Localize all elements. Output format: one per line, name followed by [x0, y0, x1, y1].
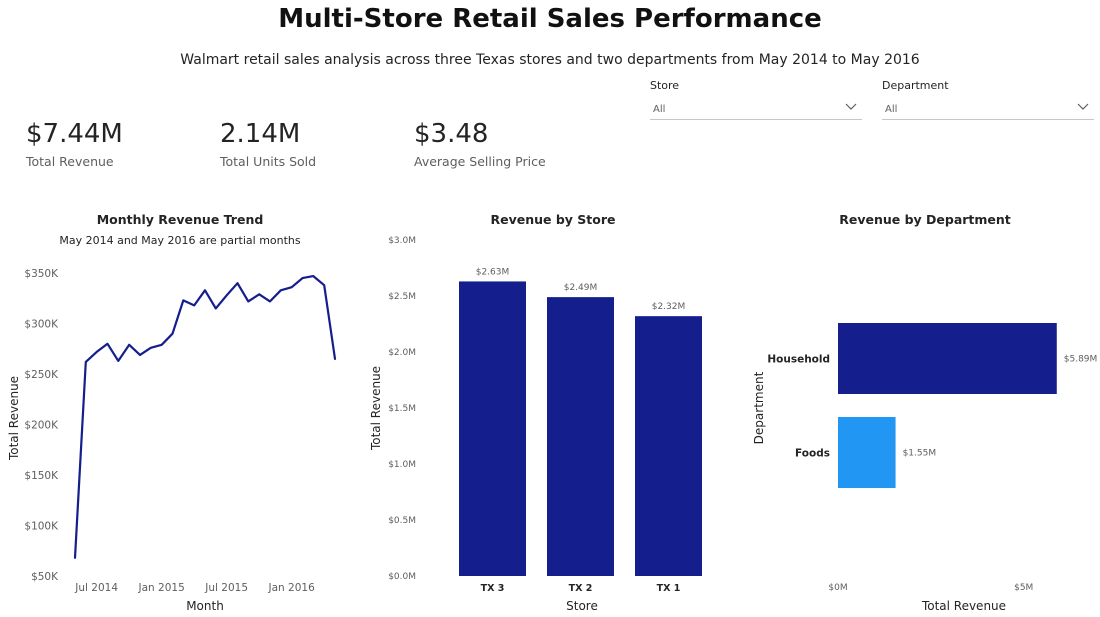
chart-title: Revenue by Department [839, 212, 1011, 227]
kpi-label: Total Units Sold [220, 154, 317, 169]
y-tick-label: $350K [24, 268, 59, 280]
y-tick-label: $2.0M [388, 348, 416, 358]
y-tick-label: $1.0M [388, 460, 416, 470]
bar-data-label: $2.32M [652, 302, 686, 312]
store-dropdown-value: All [653, 104, 666, 115]
kpi-total-units: 2.14M Total Units Sold [220, 118, 316, 169]
x-axis-title: Total Revenue [921, 599, 1006, 613]
bar-data-label: $2.49M [564, 283, 598, 293]
department-bar[interactable] [838, 323, 1057, 394]
y-axis-title: Total Revenue [369, 366, 383, 451]
kpi-value: $3.48 [414, 119, 489, 149]
kpi-value: 2.14M [220, 119, 301, 149]
y-tick-label: $1.5M [388, 404, 416, 414]
kpi-value: $7.44M [26, 119, 123, 149]
department-dropdown-value: All [885, 104, 898, 115]
chart-title: Revenue by Store [490, 212, 615, 227]
store-bar[interactable] [459, 281, 526, 576]
department-bar[interactable] [838, 417, 896, 488]
store-bar[interactable] [635, 316, 702, 576]
y-tick-label: $200K [24, 420, 59, 432]
y-tick-label: Foods [795, 448, 830, 460]
bar-data-label: $1.55M [903, 449, 937, 459]
y-tick-label: $50K [31, 571, 59, 583]
store-slicer: Store All [650, 79, 862, 120]
chart-subtitle: May 2014 and May 2016 are partial months [59, 234, 301, 247]
kpi-label: Average Selling Price [414, 154, 546, 169]
revenue-by-department-chart: Revenue by Department Department Total R… [752, 212, 1098, 613]
page-title: Multi-Store Retail Sales Performance [278, 4, 822, 34]
y-axis-title: Department [752, 371, 766, 444]
store-dropdown[interactable]: All [650, 97, 862, 120]
page-subtitle: Walmart retail sales analysis across thr… [180, 52, 920, 68]
x-tick-label: $0M [828, 583, 847, 593]
bar-data-label: $2.63M [476, 267, 510, 277]
x-tick-label: Jul 2015 [204, 582, 248, 594]
store-bar[interactable] [547, 297, 614, 576]
x-tick-label: TX 1 [657, 583, 681, 594]
revenue-by-store-chart: Revenue by Store Total Revenue Store $0.… [369, 212, 702, 613]
x-tick-label: TX 3 [481, 583, 505, 594]
x-tick-label: Jan 2015 [138, 582, 185, 594]
y-tick-label: $0.5M [388, 516, 416, 526]
x-tick-label: $5M [1014, 583, 1033, 593]
department-slicer-title: Department [882, 79, 949, 92]
chevron-down-icon [845, 103, 857, 110]
department-slicer: Department All [882, 79, 1094, 120]
x-tick-label: TX 2 [569, 583, 593, 594]
x-axis-title: Store [566, 599, 598, 613]
kpi-average-price: $3.48 Average Selling Price [414, 118, 546, 169]
department-dropdown[interactable]: All [882, 97, 1094, 120]
y-axis-title: Total Revenue [7, 376, 21, 461]
y-tick-label: $2.5M [388, 292, 416, 302]
y-tick-label: $150K [24, 470, 59, 482]
revenue-line [73, 274, 337, 559]
store-slicer-title: Store [650, 79, 680, 92]
x-tick-label: Jan 2016 [268, 582, 316, 594]
monthly-revenue-trend-chart: Monthly Revenue Trend May 2014 and May 2… [7, 212, 337, 613]
x-tick-label: Jul 2014 [74, 582, 118, 594]
chevron-down-icon [1077, 103, 1089, 110]
kpi-total-revenue: $7.44M Total Revenue [26, 118, 123, 169]
y-tick-label: $300K [24, 319, 59, 331]
chart-title: Monthly Revenue Trend [97, 212, 264, 227]
y-tick-label: $250K [24, 369, 59, 381]
x-axis-title: Month [186, 599, 224, 613]
bar-data-label: $5.89M [1064, 355, 1098, 365]
kpi-label: Total Revenue [26, 154, 114, 169]
y-tick-label: $3.0M [388, 236, 416, 246]
y-tick-label: Household [767, 354, 830, 366]
y-tick-label: $0.0M [388, 572, 416, 582]
y-tick-label: $100K [24, 521, 59, 533]
